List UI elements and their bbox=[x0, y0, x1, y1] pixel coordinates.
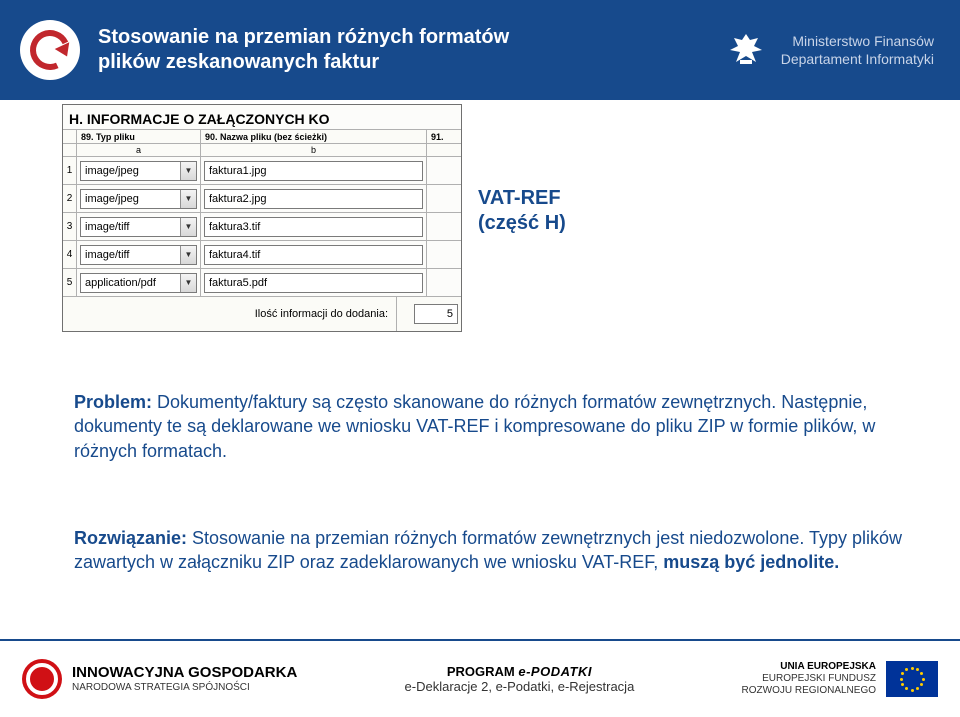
vat-ref-label: VAT-REF (część H) bbox=[478, 186, 566, 236]
ministry-line-2: Departament Informatyki bbox=[781, 50, 934, 68]
logo-e-icon bbox=[24, 24, 75, 75]
row-index: 4 bbox=[63, 241, 77, 269]
chevron-down-icon: ▼ bbox=[180, 274, 196, 292]
type-cell: image/jpeg▼ bbox=[77, 157, 201, 185]
chevron-down-icon: ▼ bbox=[180, 218, 196, 236]
count-input[interactable]: 5 bbox=[414, 304, 458, 324]
filename-cell: faktura3.tif bbox=[201, 213, 427, 241]
table-row: 1image/jpeg▼ faktura1.jpg bbox=[63, 157, 461, 185]
problem-lead: Problem: bbox=[74, 392, 157, 412]
row-index: 3 bbox=[63, 213, 77, 241]
table-row: 5application/pdf▼ faktura5.pdf bbox=[63, 269, 461, 297]
type-cell: application/pdf▼ bbox=[77, 269, 201, 297]
filename-input[interactable]: faktura2.jpg bbox=[204, 189, 423, 209]
col-c-cell bbox=[427, 185, 461, 213]
ig-text: INNOWACYJNA GOSPODARKA NARODOWA STRATEGI… bbox=[72, 664, 297, 694]
type-cell: image/tiff▼ bbox=[77, 213, 201, 241]
panel-footer: Ilość informacji do dodania: 5 bbox=[63, 297, 461, 331]
solution-lead: Rozwiązanie: bbox=[74, 528, 192, 548]
program-top: PROGRAM e-PODATKI bbox=[297, 664, 741, 679]
col-91-head: 91. bbox=[427, 130, 461, 144]
slide-title: Stosowanie na przemian różnych formatów … bbox=[98, 25, 598, 75]
problem-paragraph: Problem: Dokumenty/faktury są często ska… bbox=[74, 390, 910, 463]
panel-subheader-row: a b bbox=[63, 144, 461, 157]
sub-idx bbox=[63, 144, 77, 157]
ig-logo-block: INNOWACYJNA GOSPODARKA NARODOWA STRATEGI… bbox=[22, 659, 297, 699]
col-89-head: 89. Typ pliku bbox=[77, 130, 201, 144]
slide-footer: INNOWACYJNA GOSPODARKA NARODOWA STRATEGI… bbox=[0, 639, 960, 717]
table-row: 2image/jpeg▼ faktura2.jpg bbox=[63, 185, 461, 213]
solution-bold: muszą być jednolite. bbox=[663, 552, 839, 572]
ig-line-2: NARODOWA STRATEGIA SPÓJNOŚCI bbox=[72, 682, 297, 694]
eu-text: UNIA EUROPEJSKA EUROPEJSKI FUNDUSZ ROZWO… bbox=[742, 661, 876, 697]
col-90-head: 90. Nazwa pliku (bez ścieżki) bbox=[201, 130, 427, 144]
table-row: 4image/tiff▼ faktura4.tif bbox=[63, 241, 461, 269]
solution-paragraph: Rozwiązanie: Stosowanie na przemian różn… bbox=[74, 526, 910, 575]
sub-c bbox=[427, 144, 461, 157]
program-label: PROGRAM e-PODATKI e-Deklaracje 2, e-Poda… bbox=[297, 664, 741, 694]
ig-line-1: INNOWACYJNA GOSPODARKA bbox=[72, 664, 297, 682]
col-c-cell bbox=[427, 213, 461, 241]
col-c-cell bbox=[427, 269, 461, 297]
problem-text: Dokumenty/faktury są często skanowane do… bbox=[74, 392, 875, 461]
ig-logo-icon bbox=[22, 659, 62, 699]
file-type-select[interactable]: image/jpeg▼ bbox=[80, 189, 197, 209]
chevron-down-icon: ▼ bbox=[180, 246, 196, 264]
file-type-select[interactable]: image/tiff▼ bbox=[80, 217, 197, 237]
title-line-2: plików zeskanowanych faktur bbox=[98, 50, 598, 75]
program-top-main: e-PODATKI bbox=[518, 664, 592, 679]
sub-b: b bbox=[201, 144, 427, 157]
title-line-1: Stosowanie na przemian różnych formatów bbox=[98, 25, 598, 50]
ministry-line-1: Ministerstwo Finansów bbox=[781, 32, 934, 50]
ministry-label: Ministerstwo Finansów Departament Inform… bbox=[781, 32, 940, 68]
vat-line-1: VAT-REF bbox=[478, 186, 566, 211]
file-type-select[interactable]: image/jpeg▼ bbox=[80, 161, 197, 181]
file-type-select[interactable]: application/pdf▼ bbox=[80, 273, 197, 293]
table-row: 3image/tiff▼ faktura3.tif bbox=[63, 213, 461, 241]
program-top-prefix: PROGRAM bbox=[447, 664, 519, 679]
row-index: 5 bbox=[63, 269, 77, 297]
rows-container: 1image/jpeg▼ faktura1.jpg 2image/jpeg▼ fakt… bbox=[63, 157, 461, 297]
col-idx-head bbox=[63, 130, 77, 144]
vat-line-2: (część H) bbox=[478, 211, 566, 236]
app-logo bbox=[20, 20, 80, 80]
type-cell: image/jpeg▼ bbox=[77, 185, 201, 213]
program-bottom: e-Deklaracje 2, e-Podatki, e-Rejestracja bbox=[297, 679, 741, 694]
filename-cell: faktura1.jpg bbox=[201, 157, 427, 185]
chevron-down-icon: ▼ bbox=[180, 190, 196, 208]
row-index: 1 bbox=[63, 157, 77, 185]
filename-input[interactable]: faktura1.jpg bbox=[204, 161, 423, 181]
footer-count-cell: 5 bbox=[397, 297, 461, 331]
col-c-cell bbox=[427, 157, 461, 185]
panel-header-row: 89. Typ pliku 90. Nazwa pliku (bez ścież… bbox=[63, 130, 461, 144]
type-cell: image/tiff▼ bbox=[77, 241, 201, 269]
filename-input[interactable]: faktura4.tif bbox=[204, 245, 423, 265]
filename-input[interactable]: faktura3.tif bbox=[204, 217, 423, 237]
eu-line-3: ROZWOJU REGIONALNEGO bbox=[742, 685, 876, 697]
footer-count-label: Ilość informacji do dodania: bbox=[63, 297, 397, 331]
filename-input[interactable]: faktura5.pdf bbox=[204, 273, 423, 293]
chevron-down-icon: ▼ bbox=[180, 162, 196, 180]
eagle-emblem-icon bbox=[723, 27, 769, 73]
row-index: 2 bbox=[63, 185, 77, 213]
col-c-cell bbox=[427, 241, 461, 269]
sub-a: a bbox=[77, 144, 201, 157]
file-type-select[interactable]: image/tiff▼ bbox=[80, 245, 197, 265]
eu-line-2: EUROPEJSKI FUNDUSZ bbox=[742, 673, 876, 685]
filename-cell: faktura2.jpg bbox=[201, 185, 427, 213]
eu-line-1: UNIA EUROPEJSKA bbox=[742, 661, 876, 673]
eu-flag-icon bbox=[886, 661, 938, 697]
eu-block: UNIA EUROPEJSKA EUROPEJSKI FUNDUSZ ROZWO… bbox=[742, 661, 938, 697]
attachments-form-panel: H. INFORMACJE O ZAŁĄCZONYCH KO 89. Typ p… bbox=[62, 104, 462, 332]
slide-header: Stosowanie na przemian różnych formatów … bbox=[0, 0, 960, 100]
filename-cell: faktura4.tif bbox=[201, 241, 427, 269]
filename-cell: faktura5.pdf bbox=[201, 269, 427, 297]
panel-title: H. INFORMACJE O ZAŁĄCZONYCH KO bbox=[63, 105, 461, 130]
